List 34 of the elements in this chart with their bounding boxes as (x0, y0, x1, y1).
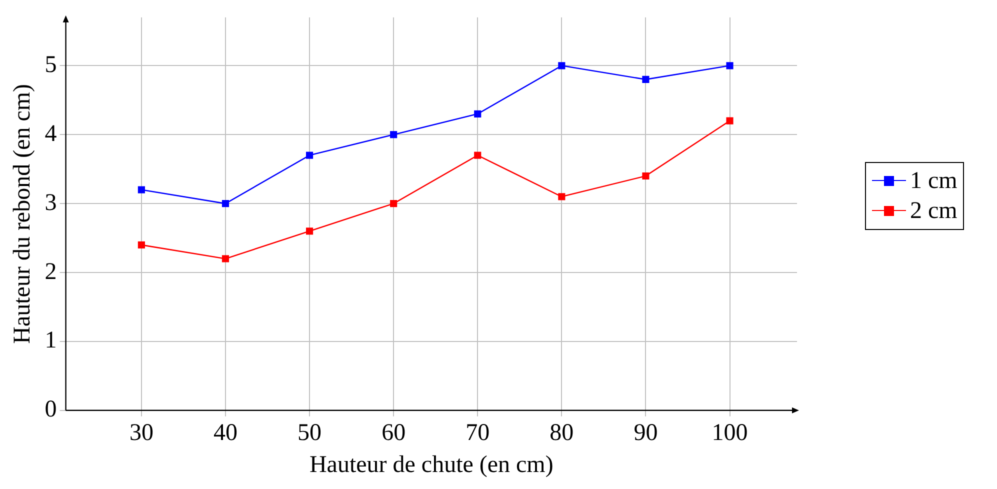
y-axis-title: Hauteur du rebond (en cm) (10, 84, 36, 344)
y-tick-label: 1 (44, 328, 57, 354)
x-tick-label: 80 (550, 420, 574, 446)
point (306, 152, 314, 159)
point (138, 241, 145, 248)
point (726, 117, 734, 124)
point (474, 110, 482, 118)
point (558, 193, 566, 200)
legend-label: 2 cm (910, 197, 958, 226)
y-tick-label: 4 (44, 120, 57, 147)
point (642, 172, 650, 180)
point (138, 186, 145, 194)
y-tick-label: 0 (44, 396, 57, 423)
x-tick-label: 100 (712, 420, 748, 446)
x-tick-label: 60 (382, 420, 406, 446)
point (222, 200, 230, 208)
legend-label: 1 cm (910, 167, 958, 196)
x-tick-label: 90 (634, 420, 658, 446)
point (306, 228, 314, 235)
x-axis-title: Hauteur de chute (en cm) (309, 452, 554, 478)
y-tick-label: 3 (44, 190, 57, 216)
point (474, 152, 482, 159)
x-tick-label: 50 (298, 420, 322, 446)
y-tick-label: 5 (44, 52, 57, 78)
x-tick-label: 40 (213, 420, 238, 446)
point (642, 76, 650, 83)
point (390, 200, 398, 208)
point (222, 255, 230, 262)
y-tick-label: 2 (44, 258, 57, 285)
x-tick-label: 70 (466, 420, 490, 446)
point (726, 62, 734, 70)
point (390, 131, 398, 138)
point (558, 62, 566, 70)
x-tick-label: 30 (129, 420, 154, 446)
